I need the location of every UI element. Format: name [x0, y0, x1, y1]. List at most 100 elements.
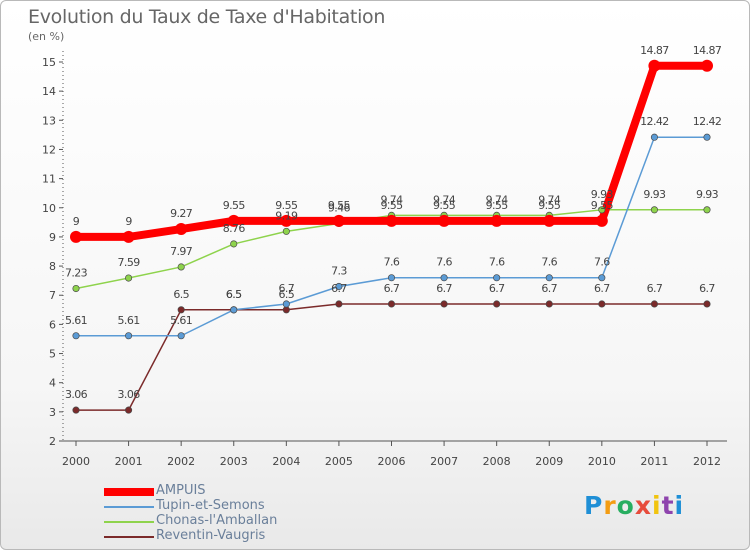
logo-letter: i	[674, 491, 685, 520]
data-point	[493, 300, 501, 308]
y-tick-label: 9	[49, 231, 56, 244]
data-label: 9.93	[591, 188, 614, 201]
data-label: 7.6	[489, 256, 505, 269]
y-tick-label: 11	[42, 173, 56, 186]
y-tick-label: 12	[42, 143, 56, 156]
legend-swatch	[104, 521, 154, 523]
data-label: 6.7	[436, 282, 452, 295]
data-point	[648, 59, 661, 72]
y-tick-label: 14	[42, 85, 56, 98]
data-point	[650, 206, 658, 214]
data-label: 7.6	[384, 256, 400, 269]
data-point	[440, 300, 448, 308]
data-label: 6.7	[594, 282, 610, 295]
y-tick-label: 7	[49, 289, 56, 302]
legend-label: Reventin-Vaugris	[156, 528, 266, 543]
data-point	[177, 263, 185, 271]
x-tick-label: 2002	[167, 455, 195, 468]
data-label: 9.27	[170, 207, 193, 220]
data-point	[282, 300, 290, 308]
y-tick-label: 5	[49, 348, 56, 361]
data-label: 6.7	[489, 282, 505, 295]
data-label: 9	[73, 215, 80, 228]
data-label: 6.5	[226, 288, 242, 301]
logo-letter: o	[616, 491, 635, 520]
x-tick-label: 2004	[272, 455, 300, 468]
data-label: 9.93	[643, 188, 666, 201]
data-point	[493, 274, 501, 282]
data-point	[122, 230, 135, 243]
data-label: 9.55	[538, 199, 561, 212]
data-point	[595, 214, 608, 227]
data-label: 9.74	[538, 193, 561, 206]
data-label: 7.3	[331, 264, 347, 277]
data-label: 12.42	[693, 115, 722, 128]
y-tick-label: 8	[49, 260, 56, 273]
logo-letter: P	[584, 491, 604, 520]
data-point	[280, 214, 293, 227]
data-label: 8.76	[223, 222, 246, 235]
legend-label: Tupin-et-Semons	[156, 498, 265, 513]
data-label: 9.55	[275, 199, 298, 212]
data-point	[387, 274, 396, 282]
y-tick-label: 3	[49, 406, 56, 419]
data-label: 5.61	[65, 314, 87, 327]
data-label: 5.61	[118, 314, 140, 327]
data-point	[385, 214, 398, 227]
chart-title: Evolution du Taux de Taxe d'Habitation	[28, 6, 386, 28]
data-point	[701, 59, 713, 72]
x-tick-label: 2006	[378, 455, 406, 468]
data-label: 9.55	[223, 199, 246, 212]
data-label: 9.74	[380, 193, 403, 206]
data-label: 6.7	[384, 282, 400, 295]
logo-letter: x	[634, 491, 652, 520]
data-point	[543, 214, 556, 227]
data-label: 9.93	[696, 188, 719, 201]
y-tick-label: 13	[42, 114, 56, 127]
data-point	[545, 300, 553, 308]
data-point	[177, 332, 185, 340]
y-tick-label: 10	[42, 202, 56, 215]
data-label: 6.7	[278, 282, 294, 295]
logo-letter: i	[652, 491, 662, 520]
data-label: 9	[125, 215, 132, 228]
data-point	[490, 214, 503, 227]
data-label: 6.5	[226, 288, 242, 301]
data-label: 6.5	[173, 288, 189, 301]
data-point	[598, 300, 606, 308]
x-tick-label: 2011	[640, 455, 668, 468]
data-point	[387, 300, 396, 308]
x-tick-label: 2009	[535, 455, 563, 468]
data-point	[282, 306, 290, 314]
data-point	[230, 306, 238, 314]
data-point	[230, 240, 238, 248]
data-label: 7.6	[436, 256, 452, 269]
data-point	[650, 300, 658, 308]
data-point	[175, 223, 188, 236]
x-tick-label: 2012	[693, 455, 721, 468]
data-label: 3.06	[118, 388, 141, 401]
y-tick-label: 4	[49, 377, 56, 390]
logo-letter: r	[603, 491, 617, 520]
data-label: 3.06	[65, 388, 88, 401]
data-label: 12.42	[640, 115, 669, 128]
data-label: 6.7	[647, 282, 663, 295]
data-point	[282, 227, 290, 235]
y-tick-label: 6	[49, 318, 56, 331]
proxiti-logo: Proxiti	[584, 491, 684, 520]
data-point	[125, 274, 133, 282]
data-point	[703, 133, 711, 141]
data-point	[335, 300, 343, 308]
y-tick-label: 2	[49, 435, 56, 448]
data-label: 9.55	[328, 199, 351, 212]
x-tick-label: 2008	[483, 455, 511, 468]
data-label: 7.6	[594, 256, 610, 269]
x-tick-label: 2000	[62, 455, 90, 468]
data-point	[335, 282, 343, 291]
data-label: 14.87	[693, 44, 722, 57]
data-point	[598, 206, 606, 214]
data-point	[70, 230, 82, 243]
data-point	[703, 206, 711, 214]
x-tick-label: 2010	[588, 455, 616, 468]
